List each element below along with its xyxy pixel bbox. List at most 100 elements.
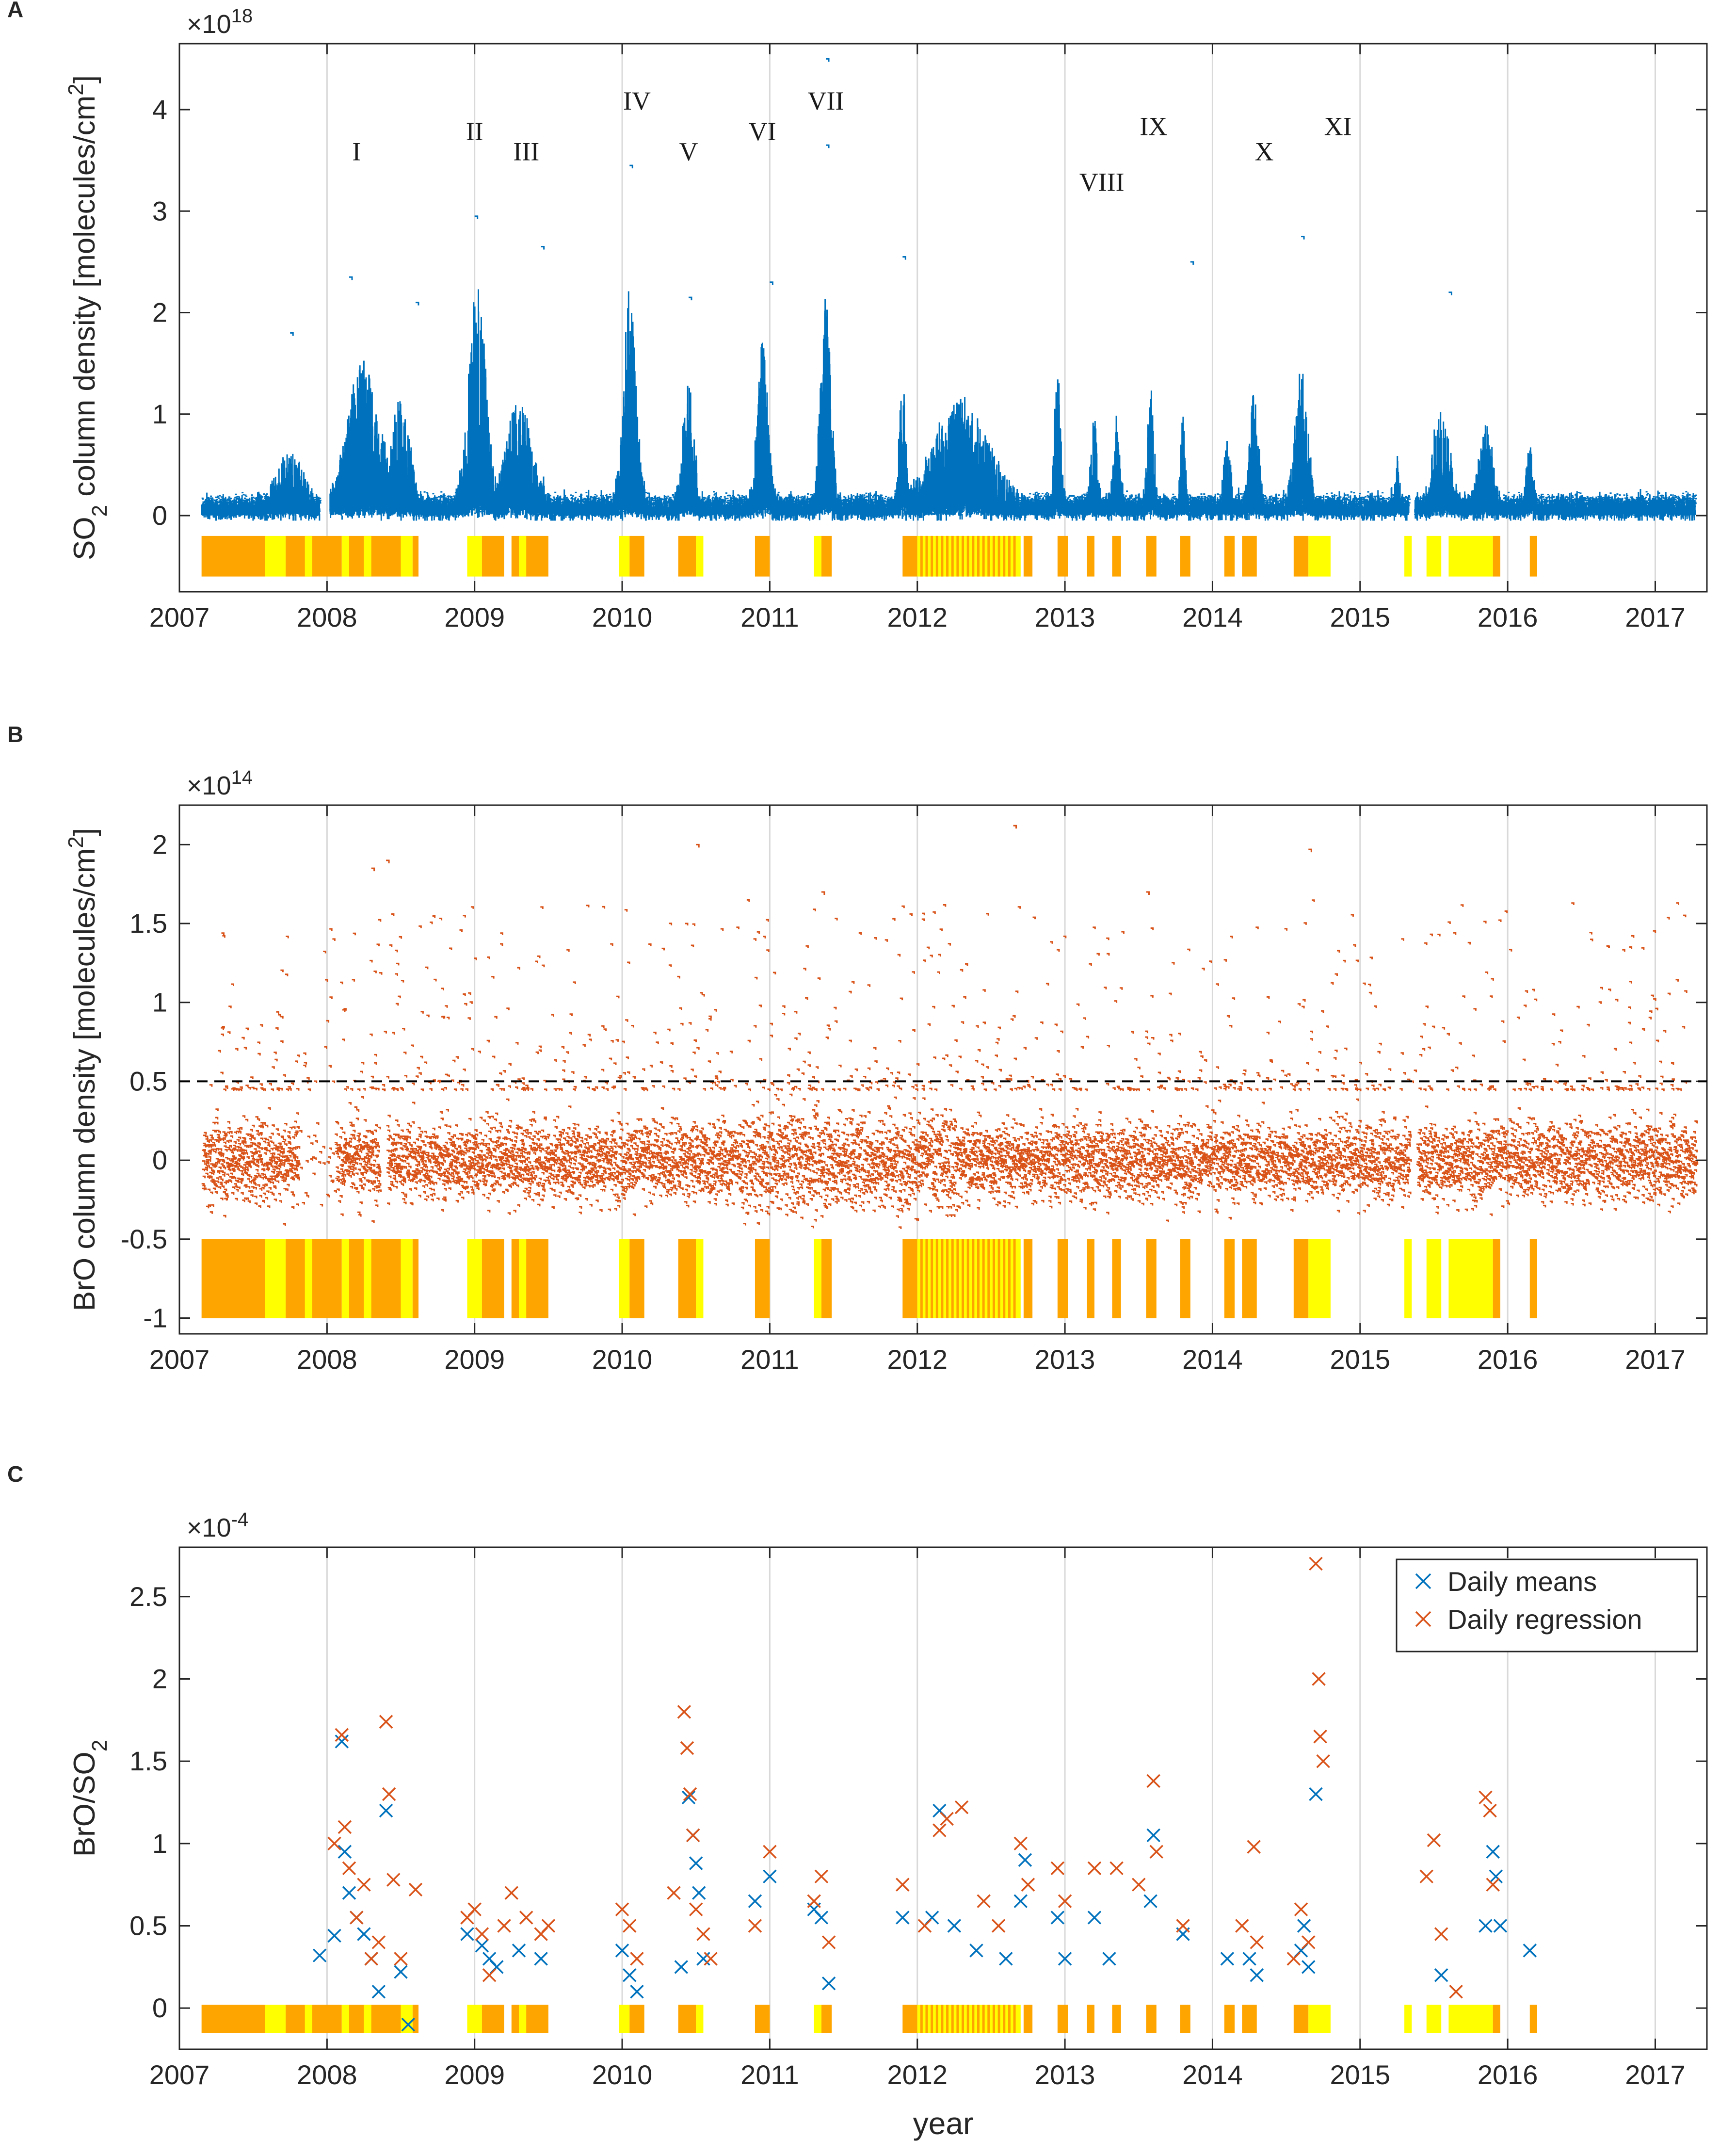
flag-bar: [482, 2005, 504, 2033]
flag-bar: [1308, 1239, 1331, 1318]
flag-bar: [931, 1239, 933, 1318]
flag-bar: [1404, 1239, 1412, 1318]
flag-bar: [519, 535, 527, 577]
data-point: [1058, 1894, 1072, 1908]
flag-bar: [982, 2005, 985, 2033]
flag-bar: [1448, 535, 1493, 577]
flag-bar: [982, 535, 985, 577]
data-point: [1109, 1861, 1124, 1875]
flag-bar: [1146, 535, 1157, 577]
flag-bar: [977, 2005, 980, 2033]
x-tick-label: 2012: [887, 602, 948, 632]
x-tick-label: 2016: [1478, 1344, 1538, 1375]
data-point: [338, 1845, 352, 1859]
x-tick-label: 2009: [444, 2059, 505, 2090]
flag-bar: [925, 535, 928, 577]
flag-bar: [1493, 1239, 1500, 1318]
flag-bar: [412, 1239, 419, 1318]
y-tick-label: -0.5: [121, 1224, 168, 1254]
flag-bar: [755, 2005, 770, 2033]
data-point: [999, 1952, 1013, 1966]
so2-spike: [770, 281, 773, 285]
flag-bar: [992, 535, 995, 577]
data-point: [814, 1869, 829, 1883]
data-point: [623, 1919, 637, 1933]
data-point: [379, 1803, 393, 1818]
data-point: [1132, 1878, 1146, 1892]
flag-bar: [966, 1239, 969, 1318]
series-daily-means: [312, 1734, 1537, 2032]
flag-bar: [349, 1239, 401, 1318]
plot-area: [201, 825, 1699, 1318]
flag-bar: [401, 535, 413, 577]
flag-bar: [1404, 2005, 1412, 2033]
data-point: [1058, 1952, 1072, 1966]
data-point: [1312, 1672, 1326, 1686]
flag-bar: [982, 1239, 985, 1318]
x-tick-label: 2014: [1182, 602, 1243, 632]
flag-bar: [1308, 2005, 1331, 2033]
y-label-sub: 2: [88, 1740, 112, 1751]
data-point: [357, 1878, 371, 1892]
flag-bar: [364, 535, 371, 577]
data-point: [686, 1828, 700, 1843]
flag-bar: [972, 1239, 975, 1318]
flag-bar: [1146, 1239, 1157, 1318]
eruption-label: III: [513, 137, 539, 166]
so2-spike: [349, 276, 353, 280]
data-point: [991, 1919, 1006, 1933]
data-point: [482, 1968, 497, 1982]
x-tick-label: 2017: [1625, 1344, 1686, 1375]
data-point: [504, 1886, 519, 1900]
y-axis-label: BrO column density [molecules/cm2]: [64, 828, 102, 1311]
flag-bar: [1087, 1239, 1094, 1318]
data-point: [342, 1886, 356, 1900]
data-point: [1050, 1911, 1065, 1925]
exponent-power: -4: [231, 1509, 249, 1530]
flag-bar: [941, 1239, 944, 1318]
flag-bar: [1404, 535, 1412, 577]
data-point: [680, 1741, 694, 1755]
data-point: [371, 1984, 386, 1999]
flag-bar: [946, 1239, 949, 1318]
x-tick-label: 2008: [297, 1344, 357, 1375]
data-point: [1434, 1927, 1448, 1941]
x-tick-label: 2015: [1330, 1344, 1390, 1375]
data-point: [947, 1919, 962, 1933]
panel-label: A: [7, 0, 23, 22]
flag-bar: [935, 1239, 938, 1318]
legend-label: Daily means: [1447, 1566, 1597, 1597]
data-point: [1018, 1853, 1032, 1867]
y-tick-label: -1: [143, 1302, 167, 1333]
flag-bar: [349, 2005, 401, 2033]
data-point: [807, 1894, 821, 1908]
data-point: [1013, 1894, 1028, 1908]
flag-bar: [696, 1239, 704, 1318]
flag-bar: [265, 1239, 286, 1318]
data-point: [519, 1911, 533, 1925]
data-point: [1427, 1833, 1441, 1847]
bro-spike: [386, 859, 390, 863]
data-point: [357, 1927, 371, 1941]
flag-bar: [814, 535, 821, 577]
data-point: [371, 1935, 386, 1949]
flag-bar: [992, 2005, 995, 2033]
flag-bar: [920, 2005, 923, 2033]
data-point: [1419, 1869, 1433, 1883]
data-point: [1021, 1878, 1035, 1892]
flag-bar: [941, 2005, 944, 2033]
data-point: [1309, 1556, 1323, 1571]
so2-baseline: [201, 488, 1697, 518]
eruption-label: I: [352, 137, 361, 166]
flag-bar: [629, 1239, 644, 1318]
data-point: [1489, 1869, 1503, 1883]
flag-bar: [482, 1239, 504, 1318]
y-tick-label: 1.5: [129, 908, 167, 939]
data-point: [327, 1928, 341, 1943]
flag-bar: [1242, 1239, 1257, 1318]
flag-bar: [997, 2005, 1000, 2033]
flag-bar: [920, 535, 923, 577]
flag-bar: [821, 2005, 832, 2033]
y-label-text: column density [molecules/cm: [68, 96, 101, 505]
so2-spike: [1190, 261, 1194, 265]
